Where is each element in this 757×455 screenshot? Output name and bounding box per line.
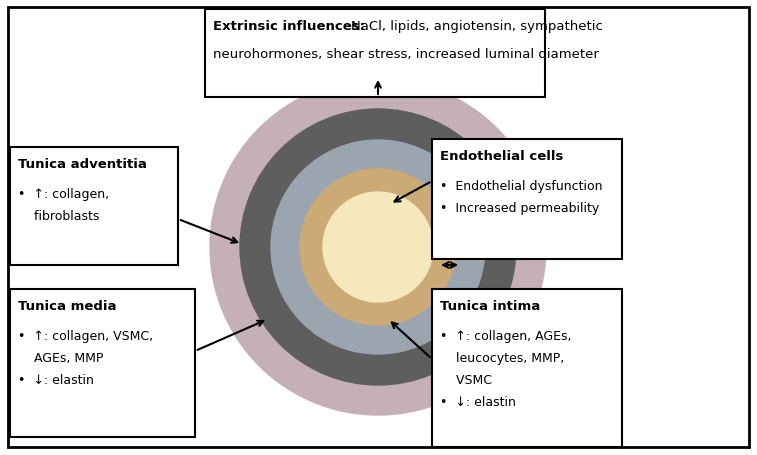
Circle shape [300, 170, 456, 325]
Text: NaCl, lipids, angiotensin, sympathetic: NaCl, lipids, angiotensin, sympathetic [351, 20, 603, 33]
Bar [10, 148, 178, 265]
Text: •  ↑: collagen, VSMC,: • ↑: collagen, VSMC, [18, 329, 153, 342]
Bar [432, 289, 622, 447]
Text: AGEs, MMP: AGEs, MMP [18, 351, 104, 364]
Circle shape [210, 80, 546, 415]
Text: Tunica adventitia: Tunica adventitia [18, 157, 147, 171]
Circle shape [271, 141, 485, 354]
Text: •  Endothelial dysfunction: • Endothelial dysfunction [440, 180, 603, 192]
Text: fibroblasts: fibroblasts [18, 210, 99, 222]
Bar [432, 140, 622, 259]
Text: •  ↑: collagen,: • ↑: collagen, [18, 187, 109, 201]
Text: •  ↓: elastin: • ↓: elastin [440, 395, 516, 408]
Text: Extrinsic influences:: Extrinsic influences: [213, 20, 365, 33]
Text: Endothelial cells: Endothelial cells [440, 150, 563, 162]
Text: •  Increased permeability: • Increased permeability [440, 202, 600, 214]
Text: •  ↑: collagen, AGEs,: • ↑: collagen, AGEs, [440, 329, 572, 342]
Text: leucocytes, MMP,: leucocytes, MMP, [440, 351, 564, 364]
Bar [10, 289, 195, 437]
Circle shape [323, 192, 433, 302]
Text: neurohormones, shear stress, increased luminal diameter: neurohormones, shear stress, increased l… [213, 48, 599, 61]
Text: Tunica intima: Tunica intima [440, 299, 540, 312]
Text: VSMC: VSMC [440, 373, 492, 386]
Bar [205, 10, 545, 98]
Circle shape [240, 110, 516, 385]
Text: •  ↓: elastin: • ↓: elastin [18, 373, 94, 386]
Text: Tunica media: Tunica media [18, 299, 117, 312]
